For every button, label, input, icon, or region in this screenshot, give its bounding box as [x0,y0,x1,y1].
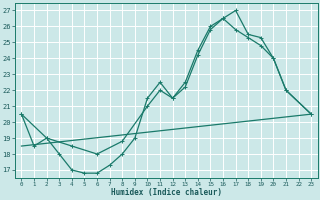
X-axis label: Humidex (Indice chaleur): Humidex (Indice chaleur) [111,188,222,197]
